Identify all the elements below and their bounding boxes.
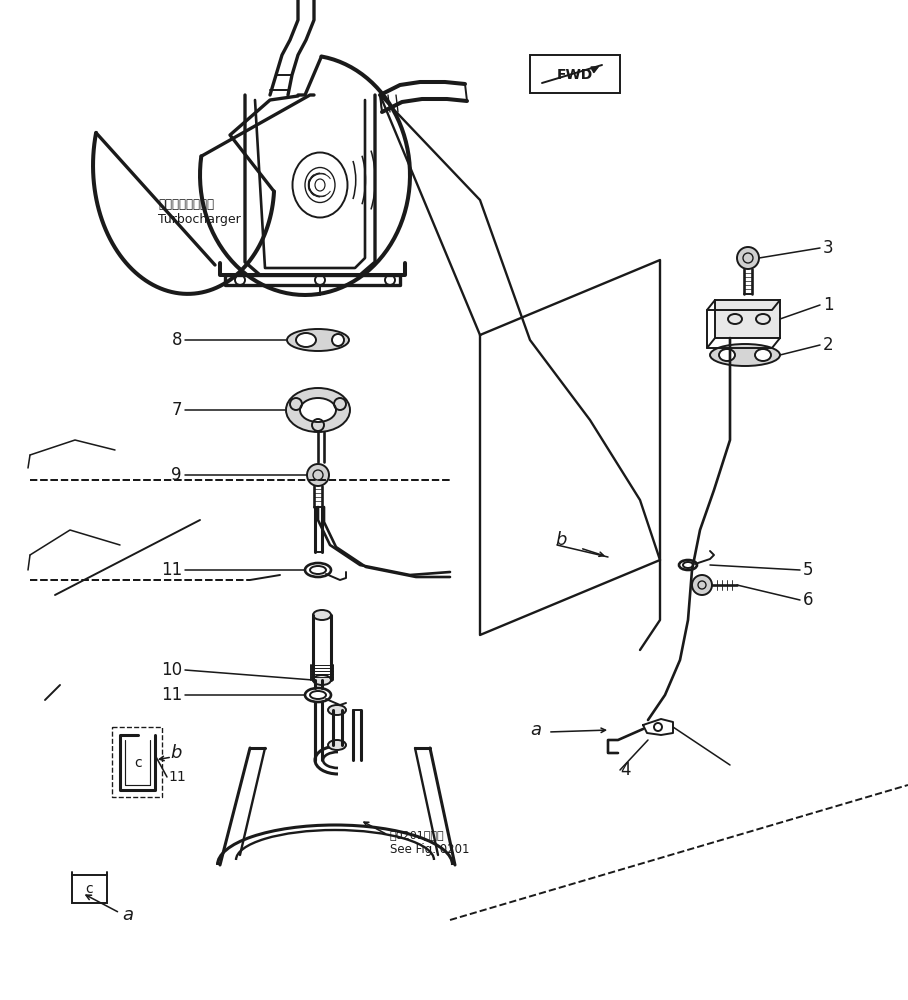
Ellipse shape [287, 329, 349, 351]
Text: b: b [170, 744, 182, 762]
Text: 第0201図参照: 第0201図参照 [390, 830, 445, 840]
Text: 3: 3 [823, 239, 834, 257]
Text: 8: 8 [172, 331, 182, 349]
Ellipse shape [328, 740, 346, 750]
Text: 11: 11 [161, 686, 182, 704]
Text: 4: 4 [620, 761, 630, 779]
Text: 5: 5 [803, 561, 814, 579]
Ellipse shape [286, 388, 350, 432]
Circle shape [692, 575, 712, 595]
Circle shape [307, 464, 329, 486]
Bar [715, 300, 780, 338]
Ellipse shape [296, 333, 316, 347]
Ellipse shape [313, 675, 331, 685]
Text: See Fig. 0201: See Fig. 0201 [390, 844, 469, 856]
Text: 9: 9 [172, 466, 182, 484]
Text: 1: 1 [823, 296, 834, 314]
Ellipse shape [755, 349, 771, 361]
Text: 7: 7 [172, 401, 182, 419]
Text: 11: 11 [161, 561, 182, 579]
Text: 6: 6 [803, 591, 814, 609]
Text: Turbocharger: Turbocharger [158, 214, 241, 227]
Text: a: a [122, 906, 133, 924]
Circle shape [332, 334, 344, 346]
Text: 10: 10 [161, 661, 182, 679]
Ellipse shape [328, 705, 346, 715]
Text: b: b [555, 531, 567, 549]
Text: 2: 2 [823, 336, 834, 354]
Bar [72, 875, 107, 903]
Ellipse shape [710, 344, 780, 366]
Ellipse shape [719, 349, 735, 361]
Text: c: c [134, 756, 142, 770]
Text: c: c [85, 882, 93, 896]
Text: a: a [530, 721, 541, 739]
Text: 11: 11 [168, 770, 186, 784]
Circle shape [737, 247, 759, 269]
Text: ターボチャージャ: ターボチャージャ [158, 198, 214, 212]
Ellipse shape [313, 610, 331, 620]
Bar [530, 55, 620, 93]
Ellipse shape [300, 398, 336, 422]
Text: FWD: FWD [557, 68, 593, 82]
